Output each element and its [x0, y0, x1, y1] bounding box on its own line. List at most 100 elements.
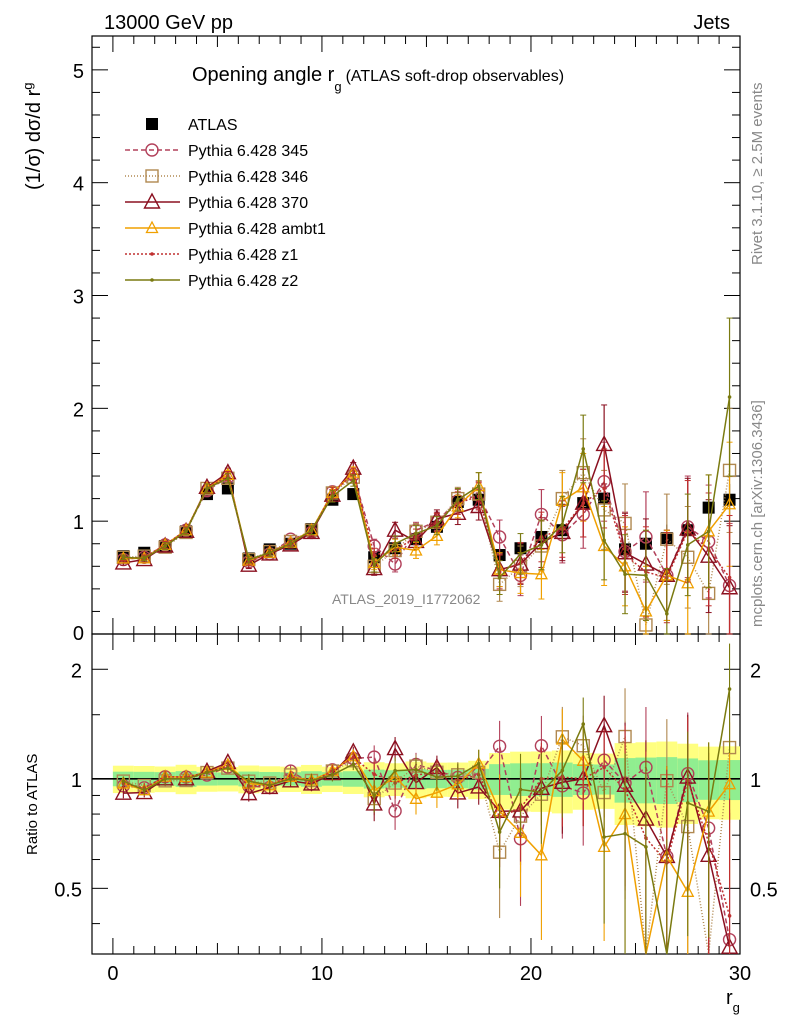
ratio-point [163, 776, 167, 781]
ratio-y-label: Ratio to ATLAS [24, 754, 41, 855]
header-right: Jets [693, 12, 730, 34]
data-point [163, 544, 167, 548]
series-line [123, 472, 731, 579]
ratio-point [114, 783, 133, 800]
ratio-point [492, 739, 507, 753]
data-point [372, 563, 376, 567]
mcplots-text: mcplots.cern.ch [arXiv:1306.3436] [749, 400, 766, 627]
ratio-point [430, 785, 444, 798]
ratio-point [309, 778, 314, 783]
legend: ATLAS Pythia 6.428 345 Pythia 6.428 346 Pyt… [125, 117, 326, 290]
ratio-point [351, 755, 356, 760]
ratio-point [470, 777, 488, 794]
ratio-point [435, 775, 439, 779]
ratio-point [351, 762, 356, 767]
data-point [226, 476, 230, 481]
ratio-tick-label: 2 [71, 660, 82, 682]
ratio-point [727, 914, 732, 918]
y-tick-label: 4 [73, 174, 84, 196]
y-tick-label: 2 [73, 399, 84, 421]
ratio-series-layer [114, 643, 739, 955]
data-point [497, 575, 502, 580]
ratio-point [330, 773, 335, 777]
data-point [435, 523, 439, 528]
y-tick-label: 1 [73, 512, 84, 534]
data-point [534, 566, 548, 580]
ratio-tick-label: 0.5 [54, 879, 82, 901]
legend-label: ATLAS [188, 117, 238, 134]
legend-entry: Pythia 6.428 345 [125, 143, 308, 160]
chart-title-note: (ATLAS soft-drop observables) [346, 68, 564, 85]
data-point [727, 575, 732, 580]
data-point [581, 501, 586, 505]
data-point [518, 552, 523, 556]
data-point [309, 528, 314, 532]
data-point [142, 556, 147, 561]
ratio-point [602, 765, 606, 770]
ratio-point [184, 776, 188, 781]
legend-label: Pythia 6.428 370 [188, 195, 308, 212]
ratio-point [497, 830, 502, 834]
series-line [123, 396, 731, 616]
data-point [246, 557, 251, 562]
legend-entry: Pythia 6.428 z2 [125, 273, 298, 290]
ratio-point [727, 687, 732, 691]
legend-label: Pythia 6.428 z1 [188, 247, 298, 264]
ratio-point [706, 809, 711, 814]
ratio-point [539, 790, 544, 795]
ratio-point [644, 845, 648, 849]
data-point [414, 531, 418, 536]
ratio-point [685, 801, 690, 805]
analysis-watermark: ATLAS_2019_I1772062 [332, 591, 481, 607]
ratio-point [372, 794, 376, 798]
ratio-point [226, 766, 230, 770]
x-tick-label: 0 [107, 963, 118, 985]
legend-label: Pythia 6.428 ambt1 [188, 221, 326, 238]
data-point [560, 522, 565, 527]
data-point [623, 572, 627, 576]
data-point [602, 486, 606, 491]
legend-entry: Pythia 6.428 ambt1 [125, 220, 326, 238]
ratio-point [240, 784, 258, 801]
data-point [409, 543, 423, 556]
data-point [288, 541, 293, 546]
x-axis-label-main: r [726, 987, 733, 1009]
y-axis-label-sub: g [20, 83, 35, 90]
data-point [456, 497, 460, 502]
chart-title-sub: g [334, 79, 341, 94]
series-6-ratio [121, 643, 732, 955]
data-point [121, 555, 126, 560]
ratio-point [534, 847, 548, 861]
legend-label: Pythia 6.428 346 [188, 169, 308, 186]
ratio-line [123, 688, 731, 955]
data-point [114, 553, 133, 570]
ratio-point [722, 776, 737, 790]
ratio-point [456, 774, 460, 778]
data-point [539, 543, 544, 547]
x-axis-label-sub: g [733, 1000, 740, 1015]
data-point [393, 541, 397, 546]
x-axis-label: rg [726, 987, 740, 1015]
ratio-point [560, 768, 565, 773]
ratio-point [602, 835, 606, 839]
x-tick-label: 20 [520, 963, 542, 985]
ratio-tick-label: 1 [71, 770, 82, 792]
series-6-main [120, 317, 733, 635]
data-point [240, 555, 258, 572]
ratio-point [121, 779, 126, 783]
ratio-point [388, 804, 402, 818]
ratio-point [386, 739, 404, 756]
ratio-point [267, 783, 272, 788]
data-point [184, 529, 188, 534]
chart-title-main: Opening angle r [192, 64, 335, 86]
ratio-point [205, 770, 209, 775]
ratio-point [476, 761, 481, 766]
ratio-point [372, 772, 376, 777]
legend-marker [145, 143, 159, 157]
header-left: 13000 GeV pp [104, 12, 233, 34]
ratio-point [409, 791, 423, 804]
ratio-point [518, 787, 523, 792]
ratio-point [142, 788, 147, 792]
ratio-point [581, 722, 586, 726]
ratio-point [581, 776, 586, 781]
